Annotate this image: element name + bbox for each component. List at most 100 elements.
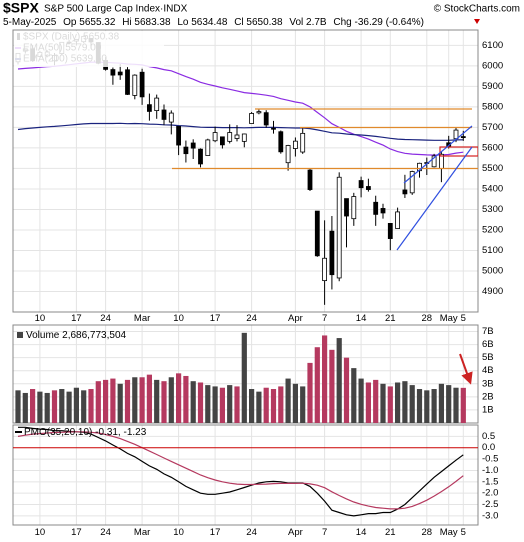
y-tick-label: 5100 — [482, 245, 503, 256]
channel-line — [396, 146, 473, 251]
y-tick-label: 5000 — [482, 265, 503, 276]
volume-bar — [176, 373, 182, 423]
series-line — [17, 431, 464, 510]
volume-bar — [168, 377, 174, 423]
volume-bar — [227, 385, 233, 423]
candle-body — [344, 198, 349, 217]
panel-title: PMO(35,20,10) -0.31, -1.23 — [24, 427, 147, 438]
candle-body — [110, 69, 116, 76]
candle-body — [395, 211, 401, 229]
volume-bar — [263, 387, 269, 423]
y-tick-label: 6000 — [482, 60, 503, 71]
volume-bar — [285, 378, 291, 423]
volume-bar — [117, 383, 123, 423]
y-tick-label: 5900 — [482, 81, 503, 92]
volume-bar — [453, 387, 459, 423]
candle-body — [278, 131, 284, 153]
volume-bar — [81, 390, 87, 423]
candle-body — [431, 155, 437, 168]
volume-bar — [446, 385, 452, 423]
volume-bar — [30, 389, 36, 423]
candle-body — [380, 208, 386, 214]
y-tick-label: 6100 — [482, 40, 503, 51]
candle-body — [212, 132, 218, 142]
y-tick-label: 5600 — [482, 142, 503, 153]
candle-body — [117, 71, 123, 76]
y-tick-label: -2.0 — [482, 488, 498, 499]
candle-body — [314, 210, 320, 257]
volume-bar — [212, 386, 218, 423]
x-tick-label: 24 — [100, 313, 111, 324]
volume-bar — [146, 374, 152, 423]
quote-field: Vol 2.7B — [289, 17, 327, 28]
symbol-name: S&P 500 Large Cap Index·INDX — [44, 4, 188, 15]
symbol: $SPX — [3, 0, 39, 16]
y-tick-label: 5B — [482, 352, 494, 363]
volume-bar — [278, 386, 284, 423]
volume-bar — [460, 387, 466, 423]
candle-body — [285, 145, 291, 164]
volume-bar — [234, 386, 240, 423]
y-tick-label: 4900 — [482, 286, 503, 297]
volume-bar — [416, 389, 423, 423]
volume-bar — [183, 375, 189, 423]
volume-bar — [88, 389, 94, 423]
annotations — [172, 108, 478, 251]
candle-body — [365, 186, 371, 190]
volume-bar — [322, 335, 328, 423]
y-tick-label: 5300 — [482, 204, 503, 215]
candle-body — [322, 257, 328, 282]
volume-bar — [249, 389, 255, 423]
x-tick-label: 5 — [461, 313, 466, 324]
volume-bar — [132, 377, 138, 423]
candle-body — [183, 146, 189, 155]
candle-body — [300, 132, 306, 153]
volume-bar — [402, 381, 408, 423]
quote-change: Chg -36.29 (-0.64%) — [333, 17, 424, 28]
volume-bar — [205, 385, 211, 423]
y-tick-label: -2.5 — [482, 499, 498, 510]
y-tick-label: 5500 — [482, 163, 503, 174]
quote-line: 5-May-2025 Op 5655.32 Hi 5683.38 Lo 5634… — [3, 17, 424, 28]
volume-bar — [59, 389, 65, 423]
x-tick-label: Apr — [288, 313, 303, 324]
candle-body — [132, 74, 138, 96]
x-tick-label: 5 — [461, 527, 466, 538]
x-tick-label: 21 — [385, 313, 396, 324]
volume-bar — [219, 387, 225, 423]
y-tick-label: 5800 — [482, 101, 503, 112]
volume-bar — [161, 381, 167, 423]
x-tick-label: 7 — [322, 313, 327, 324]
candle-body — [249, 113, 255, 124]
arrow — [459, 353, 473, 385]
volume-bar — [197, 382, 204, 423]
candle-body — [227, 132, 233, 142]
volume-bar — [292, 383, 298, 423]
x-tick-label: 17 — [210, 527, 221, 538]
candle-body — [271, 127, 276, 130]
volume-bar — [51, 390, 58, 423]
candle-body — [219, 136, 225, 146]
volume-bar — [336, 338, 342, 423]
x-tick-label: Mar — [134, 527, 150, 538]
mark-layer: $SPX (Daily) 5650.38EMA(50) 5579.00EMA(2… — [13, 32, 478, 517]
down-triangle — [474, 19, 480, 24]
credit: © StockCharts.com — [434, 4, 520, 15]
candle-body — [198, 148, 203, 165]
volume-bar — [351, 368, 357, 423]
x-tick-label: 17 — [71, 313, 82, 324]
volume-bar — [373, 379, 379, 423]
panel-marks — [15, 332, 466, 423]
quote-field: Hi 5683.38 — [122, 17, 171, 28]
quote-field: Op 5655.32 — [63, 17, 116, 28]
x-tick-label: May — [440, 527, 458, 538]
candle-body — [460, 136, 466, 138]
volume-bar — [103, 379, 109, 423]
candle-body — [125, 69, 130, 95]
quote-date: 5-May-2025 — [3, 17, 57, 28]
candle-body — [351, 196, 357, 220]
candle-body — [139, 71, 145, 98]
y-tick-label: 5700 — [482, 122, 503, 133]
x-tick-label: 28 — [422, 313, 433, 324]
